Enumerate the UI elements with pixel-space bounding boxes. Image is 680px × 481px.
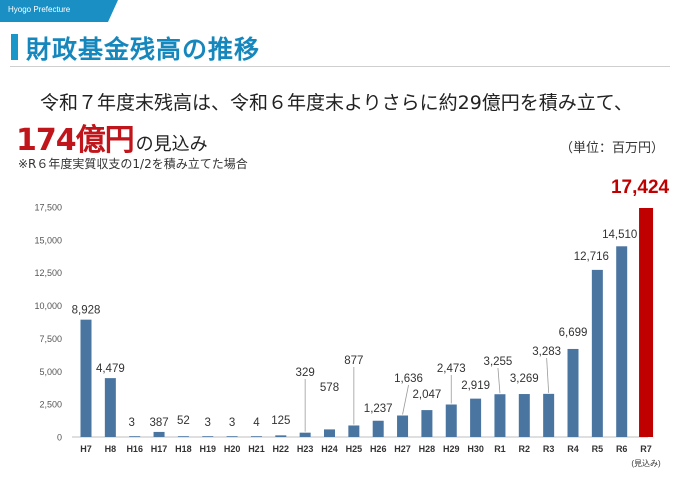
bar-H28 (421, 410, 433, 437)
y-tick-label: 7,500 (39, 334, 62, 344)
bar-H20 (226, 436, 238, 437)
y-tick-label: 5,000 (39, 367, 62, 377)
x-tick-label: R1 (494, 444, 506, 454)
label-leader-line (546, 357, 550, 393)
x-tick-label: H17 (151, 444, 168, 454)
lead-summary: 174億円 の見込み (16, 115, 208, 159)
data-label: 14,510 (602, 229, 637, 241)
data-label: 6,699 (559, 327, 588, 339)
bar-H22 (275, 435, 287, 437)
bar-H29 (445, 404, 457, 437)
data-label: 578 (320, 382, 339, 394)
x-tick-label: H23 (297, 444, 314, 454)
data-label: 3,255 (484, 356, 513, 368)
x-tick-label: R5 (592, 444, 604, 454)
data-label: 3,269 (510, 373, 539, 385)
y-tick-label: 10,000 (34, 301, 62, 311)
x-tick-label: H20 (224, 444, 241, 454)
y-tick-label: 17,500 (34, 203, 62, 213)
data-label: 12,716 (574, 251, 609, 263)
label-leader-line (497, 367, 501, 394)
title-accent-bar (11, 34, 18, 60)
bar-H17 (153, 431, 165, 437)
x-tick-label: H29 (443, 444, 460, 454)
data-label: 2,473 (437, 363, 466, 375)
x-tick-label: H18 (175, 444, 192, 454)
x-tick-label: H8 (105, 444, 117, 454)
bar-H16 (129, 436, 141, 437)
bar-H26 (372, 420, 384, 437)
data-label: 329 (296, 367, 315, 379)
y-tick-label: 2,500 (39, 400, 62, 410)
tag-background (0, 0, 118, 22)
data-label: 387 (149, 417, 168, 429)
x-tick-label: H26 (370, 444, 387, 454)
x-tick-label: R2 (519, 444, 531, 454)
bar-H23 (299, 432, 311, 437)
label-leader-line (402, 384, 409, 415)
bar-H21 (250, 436, 262, 437)
x-tick-label: H21 (248, 444, 265, 454)
x-tick-label: R6 (616, 444, 628, 454)
data-label: 2,047 (413, 389, 442, 401)
data-label: 1,636 (394, 373, 423, 385)
bar-H24 (324, 429, 335, 437)
x-tick-label: H16 (126, 444, 143, 454)
bar-H27 (397, 415, 409, 437)
x-tick-label: H22 (273, 444, 290, 454)
data-label: 877 (344, 355, 363, 367)
x-tick-label: H28 (419, 444, 436, 454)
x-tick-label: H27 (394, 444, 411, 454)
bar-H25 (348, 425, 360, 437)
x-tick-label: H19 (199, 444, 216, 454)
bar-H18 (177, 436, 189, 437)
bar-H19 (202, 436, 214, 437)
lead-amount: 174億円 (16, 123, 135, 158)
x-tick-label: R4 (567, 444, 579, 454)
bar-R4 (567, 348, 579, 437)
prefecture-tag-text: Hyogo Prefecture (8, 5, 71, 14)
data-label: 3 (229, 417, 235, 429)
bar-R6 (616, 246, 628, 437)
estimate-note: (見込み) (631, 459, 661, 468)
footnote: ※R６年度実質収支の1/2を積み立てた場合 (18, 157, 248, 171)
x-tick-label: R7 (640, 444, 652, 454)
x-tick-label: H30 (467, 444, 484, 454)
lead-text: 令和７年度末残高は、令和６年度末よりさらに約29億円を積み立て、 (40, 92, 633, 114)
bar-H30 (470, 398, 482, 437)
bar-R5 (591, 269, 603, 437)
data-label: 3 (128, 417, 134, 429)
data-label: 4,479 (96, 363, 125, 375)
bar-H7 (80, 319, 92, 437)
unit-label: （単位：百万円） (560, 141, 665, 156)
y-tick-label: 12,500 (34, 268, 62, 278)
title-divider (10, 66, 670, 67)
data-label: 3,283 (532, 346, 561, 358)
y-tick-label: 0 (57, 433, 62, 443)
prefecture-tag: Hyogo Prefecture (0, 0, 118, 22)
data-label: 52 (177, 415, 190, 427)
bar-R1 (494, 394, 506, 437)
bar-R3 (543, 393, 555, 437)
bar-R7 (639, 207, 654, 437)
y-tick-label: 15,000 (34, 235, 62, 245)
data-label: 125 (271, 415, 290, 427)
x-tick-label: R3 (543, 444, 555, 454)
lead-suffix: の見込み (135, 134, 208, 155)
data-label: 2,919 (461, 380, 490, 392)
bar-R2 (518, 394, 530, 437)
x-tick-label: H24 (321, 444, 338, 454)
x-tick-label: H7 (80, 444, 92, 454)
data-label: 17,424 (611, 177, 670, 198)
bar-H8 (104, 378, 116, 437)
data-label: 4 (253, 417, 260, 429)
x-tick-label: H25 (346, 444, 363, 454)
data-label: 1,237 (364, 403, 393, 415)
data-label: 8,928 (72, 305, 101, 317)
page-title: 財政基金残高の推移 (26, 35, 261, 64)
data-label: 3 (205, 417, 211, 429)
